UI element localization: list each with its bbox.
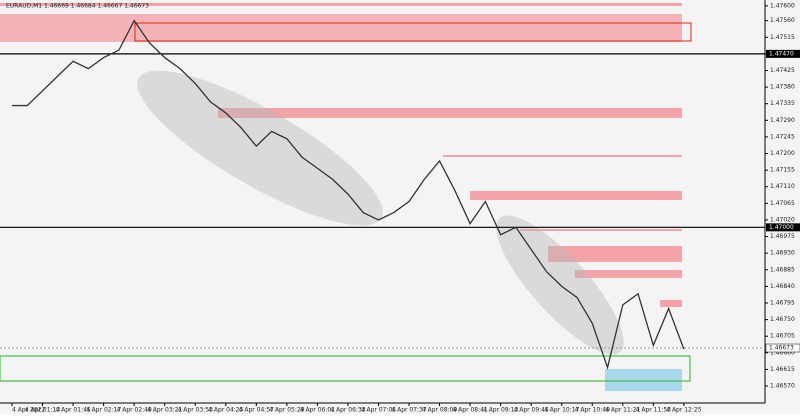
x-tick-label: 4 Apr 2022 — [12, 407, 45, 414]
y-tick-label: 1.47335 — [770, 100, 795, 107]
supply-zone — [443, 155, 682, 157]
y-tick-label: 1.47380 — [770, 84, 795, 91]
supply-zone — [0, 14, 682, 42]
x-tick-label: 4 Apr 07:37 — [391, 407, 426, 414]
y-tick-label: 1.47200 — [770, 150, 795, 157]
zone-box — [134, 22, 692, 42]
supply-zone — [520, 229, 682, 231]
level-label: 1.47470 — [769, 50, 794, 57]
price-line — [12, 19, 685, 370]
y-tick-label: 1.46930 — [770, 250, 795, 257]
x-tick-label: 4 Apr 04:57 — [239, 407, 274, 414]
y-tick-label: 1.47155 — [770, 167, 795, 174]
x-tick-label: 4 Apr 04:25 — [208, 407, 243, 414]
zones — [0, 3, 692, 391]
x-tick-label: 4 Apr 02:17 — [86, 407, 121, 414]
x-tick-label: 4 Apr 08:09 — [422, 407, 457, 414]
y-tick-label: 1.47560 — [770, 17, 795, 24]
y-tick-label: 1.47020 — [770, 216, 795, 223]
x-tick-label: 4 Apr 03:53 — [178, 407, 213, 414]
y-tick-label: 1.46750 — [770, 316, 795, 323]
x-tick-label: 4 Apr 11:53 — [636, 407, 671, 414]
supply-zone — [548, 246, 682, 262]
x-tick-label: 4 Apr 01:45 — [55, 407, 90, 414]
current-price-label: 1.46673 — [769, 345, 794, 352]
y-tick-label: 1.47245 — [770, 133, 795, 140]
y-tick-label: 1.46975 — [770, 233, 795, 240]
y-tick-label: 1.47600 — [770, 2, 795, 9]
x-tick-label: 4 Apr 05:29 — [269, 407, 304, 414]
supply-zone — [470, 191, 682, 200]
x-tick-label: 4 Apr 08:41 — [452, 407, 487, 414]
x-tick-label: 4 Apr 03:21 — [147, 407, 182, 414]
x-tick-label: 4 Apr 01:13 — [25, 407, 60, 414]
level-label-box — [766, 223, 800, 232]
x-tick-label: 4 Apr 02:49 — [117, 407, 152, 414]
y-tick-label: 1.47290 — [770, 117, 795, 124]
supply-zone — [218, 108, 682, 118]
x-tick-label: 4 Apr 06:01 — [300, 407, 335, 414]
y-tick-label: 1.47425 — [770, 67, 795, 74]
demand-box — [0, 355, 691, 382]
y-tick-label: 1.46795 — [770, 299, 795, 306]
chart-title: EURAUD,M1 1.46669 1.46684 1.46667 1.4667… — [6, 3, 149, 10]
y-tick-label: 1.46615 — [770, 366, 795, 373]
x-tick-label: 4 Apr 07:05 — [361, 407, 396, 414]
x-tick-label: 4 Apr 09:45 — [514, 407, 549, 414]
supply-zone — [575, 270, 682, 278]
x-tick-label: 4 Apr 10:17 — [544, 407, 579, 414]
y-tick-label: 1.46570 — [770, 383, 795, 390]
y-tick-label: 1.46840 — [770, 283, 795, 290]
x-tick-label: 4 Apr 10:49 — [575, 407, 610, 414]
y-tick-label: 1.47065 — [770, 200, 795, 207]
y-tick-label: 1.46660 — [770, 349, 795, 356]
y-tick-label: 1.46705 — [770, 333, 795, 340]
current-price-box — [765, 343, 800, 353]
supply-zone — [660, 300, 682, 307]
supply-zone — [0, 3, 682, 6]
x-tick-label: 4 Apr 12:25 — [666, 407, 701, 414]
level-label: 1.47000 — [769, 224, 794, 231]
y-tick-label: 1.47110 — [770, 183, 795, 190]
level-label-box — [766, 49, 800, 58]
x-tick-label: 4 Apr 06:33 — [330, 407, 365, 414]
x-tick-label: 4 Apr 11:21 — [605, 407, 640, 414]
channel — [137, 70, 383, 226]
y-tick-label: 1.47515 — [770, 34, 795, 41]
x-tick-label: 4 Apr 09:13 — [483, 407, 518, 414]
y-tick-label: 1.46885 — [770, 266, 795, 273]
demand-zone — [605, 369, 682, 391]
